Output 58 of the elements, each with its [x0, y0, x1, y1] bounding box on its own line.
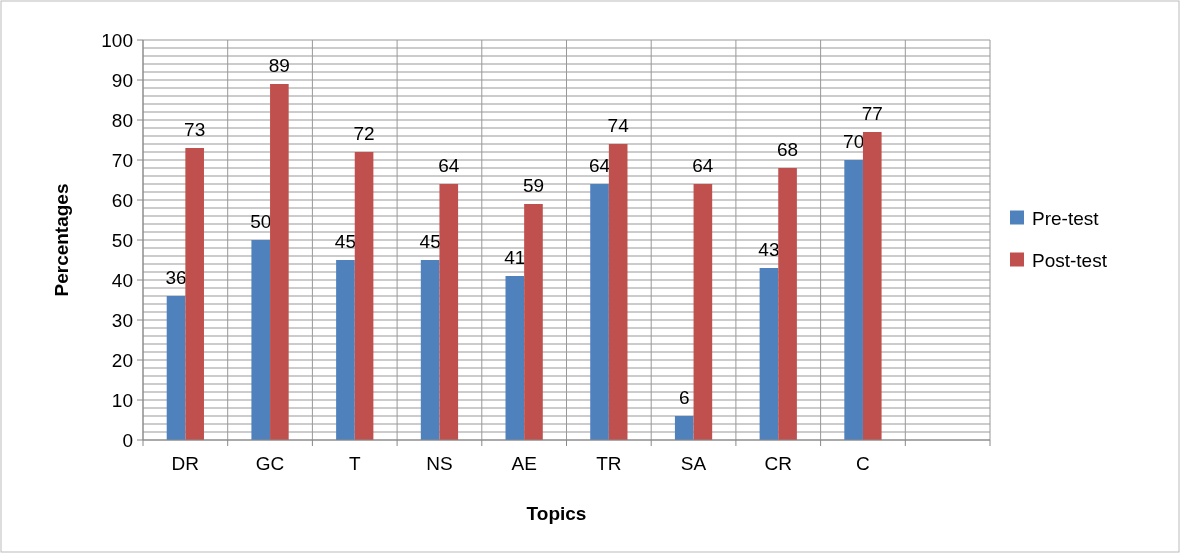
data-label: 43	[758, 239, 780, 260]
data-label: 70	[843, 131, 865, 152]
bar	[608, 144, 628, 440]
x-tick-label: TR	[596, 453, 622, 474]
x-tick-label: T	[348, 453, 361, 474]
data-label: 77	[861, 103, 883, 124]
y-tick-label: 0	[122, 429, 133, 451]
bar	[505, 276, 525, 440]
x-axis-title: Topics	[526, 503, 587, 524]
y-tick-label: 30	[111, 309, 133, 331]
bar	[270, 84, 289, 440]
data-label: 64	[692, 155, 714, 176]
legend-label: Pre-test	[1032, 208, 1100, 230]
data-label: 45	[334, 231, 356, 252]
bar	[336, 260, 355, 440]
bar	[759, 268, 779, 440]
data-label: 36	[165, 267, 187, 288]
y-tick-label: 80	[111, 109, 133, 131]
data-label: 72	[353, 123, 375, 144]
data-label: 89	[268, 55, 290, 76]
x-tick-label: SA	[680, 453, 707, 474]
data-label: 64	[588, 155, 611, 176]
y-tick-label: 70	[111, 149, 133, 171]
y-tick-label: 40	[111, 269, 133, 291]
y-tick-label: 10	[111, 389, 133, 411]
bar	[778, 168, 797, 440]
bar	[590, 184, 609, 440]
bar	[185, 148, 204, 440]
bar	[674, 416, 694, 440]
x-tick-label: AE	[511, 453, 537, 474]
bar	[862, 132, 882, 440]
bar	[166, 296, 186, 440]
bar	[439, 184, 459, 440]
x-tick-label: GC	[255, 453, 285, 474]
bar	[354, 152, 374, 440]
y-tick-label: 100	[101, 29, 133, 51]
y-tick-label: 50	[111, 229, 133, 251]
bar	[420, 260, 440, 440]
data-label: 59	[522, 175, 545, 196]
data-label: 74	[607, 115, 630, 136]
y-tick-label: 20	[111, 349, 133, 371]
x-tick-label: C	[856, 453, 870, 474]
data-label: 64	[438, 155, 460, 176]
x-tick-label: NS	[426, 453, 453, 474]
legend-label: Post-test	[1032, 250, 1108, 272]
bar	[693, 184, 713, 440]
data-label: 68	[777, 139, 799, 160]
data-label: 73	[184, 119, 206, 140]
y-tick-label: 60	[111, 189, 133, 211]
y-axis-title: Percentages	[51, 183, 72, 297]
data-label: 45	[419, 231, 441, 252]
x-tick-label: CR	[764, 453, 792, 474]
bar	[524, 204, 543, 440]
bar	[844, 160, 863, 440]
data-label: 6	[678, 387, 690, 408]
x-tick-label: DR	[171, 453, 200, 474]
bar	[251, 240, 271, 440]
y-tick-label: 90	[111, 69, 133, 91]
